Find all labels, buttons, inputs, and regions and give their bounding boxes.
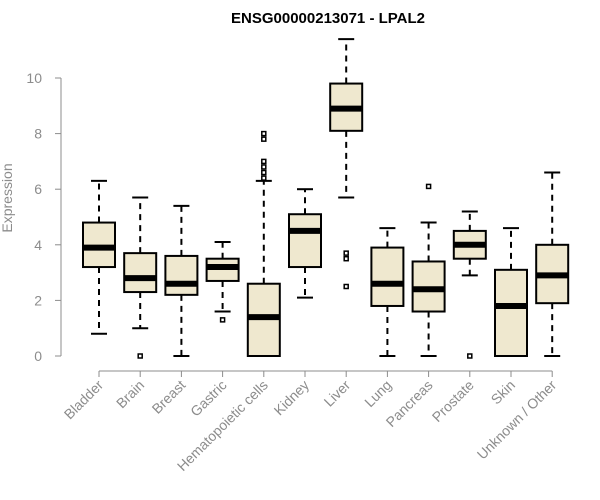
- box-group: [164, 204, 199, 357]
- outlier-point: [261, 169, 267, 176]
- outlier-point: [261, 158, 267, 165]
- box-group: [329, 38, 364, 290]
- box-iqr: [164, 254, 199, 296]
- x-tick-label: Breast: [149, 377, 189, 417]
- box-iqr: [370, 246, 405, 307]
- outlier-point: [137, 353, 143, 359]
- box-group: [123, 196, 158, 359]
- y-tick-label: 0: [34, 348, 42, 364]
- box-group: [370, 227, 405, 357]
- x-tick-label: Prostate: [429, 377, 477, 425]
- outlier-point: [261, 136, 267, 142]
- chart-title: ENSG00000213071 - LPAL2: [231, 10, 425, 27]
- outlier-point: [343, 255, 349, 262]
- box-group: [535, 171, 570, 357]
- y-axis-label: Expression: [0, 163, 15, 232]
- outlier-point: [219, 317, 226, 323]
- box-group: [452, 210, 487, 359]
- x-tick-label: Kidney: [271, 377, 313, 419]
- y-tick-label: 6: [34, 181, 42, 197]
- outlier-point: [343, 283, 349, 290]
- box-iqr: [288, 213, 322, 269]
- y-tick-label: 10: [26, 70, 42, 86]
- box-group: [494, 227, 528, 358]
- x-tick-label: Bladder: [61, 377, 107, 423]
- outlier-point: [261, 130, 267, 137]
- box-group: [205, 241, 240, 323]
- outlier-point: [261, 175, 267, 181]
- x-tick-label: Skin: [488, 377, 519, 408]
- outlier-point: [467, 353, 473, 359]
- box-iqr: [123, 252, 158, 294]
- outlier-point: [425, 183, 432, 190]
- x-tick-label: Lung: [361, 377, 394, 410]
- outlier-point: [343, 250, 349, 256]
- box-group: [411, 183, 446, 357]
- outlier-point: [261, 164, 267, 170]
- y-tick-label: 4: [34, 237, 42, 253]
- x-tick-label: Liver: [321, 377, 354, 410]
- y-tick-label: 8: [34, 126, 42, 142]
- y-tick-label: 2: [34, 292, 42, 308]
- box-group: [288, 188, 322, 299]
- x-tick-label: Brain: [113, 377, 147, 411]
- box-layer: [82, 38, 570, 359]
- box-group: [246, 130, 281, 357]
- box-group: [82, 179, 116, 335]
- box-iqr: [494, 268, 528, 358]
